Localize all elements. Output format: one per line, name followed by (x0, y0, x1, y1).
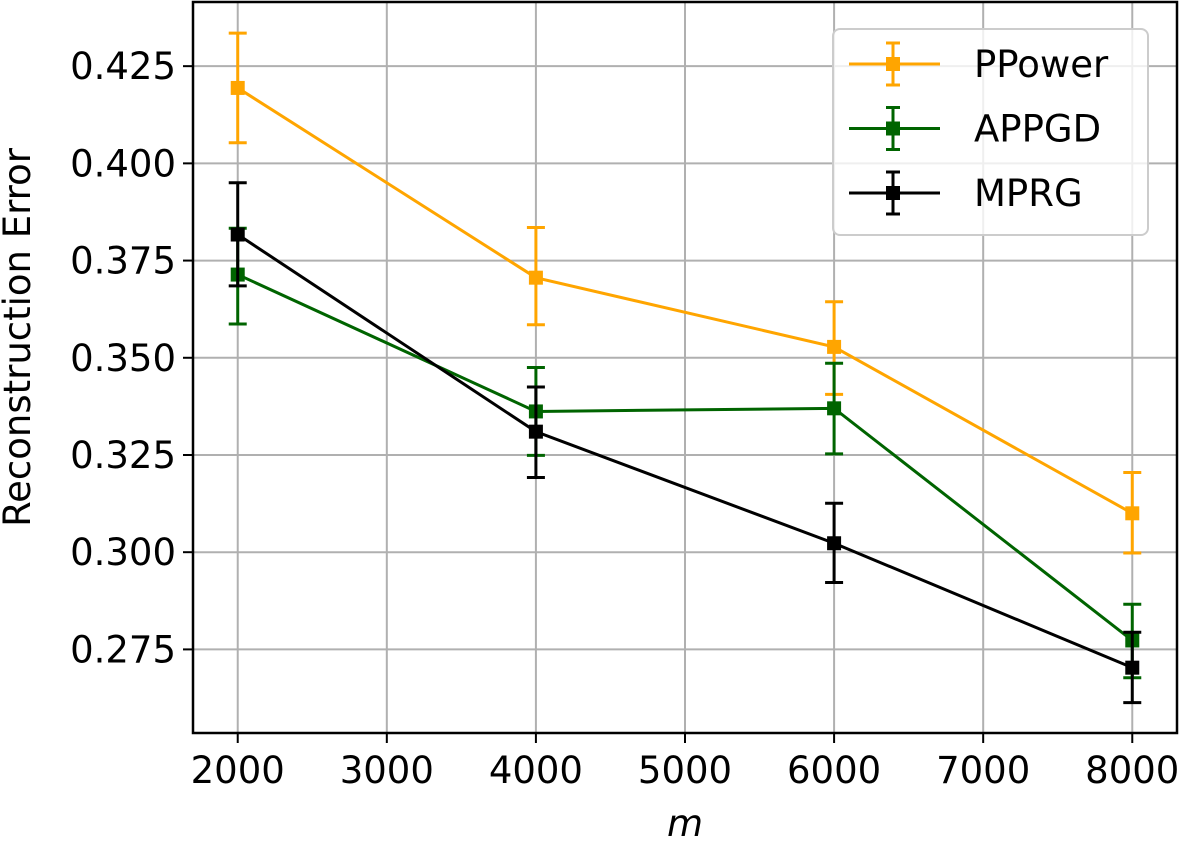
y-tick-label: 0.400 (70, 142, 176, 185)
square-marker (528, 424, 543, 439)
square-marker (827, 536, 842, 551)
legend-marker (886, 121, 900, 136)
legend-marker (886, 186, 900, 200)
legend-item-ppower: PPower (849, 41, 1109, 87)
series-line (237, 273, 1134, 642)
legend-item-appgd: APPGD (849, 106, 1101, 151)
square-marker (1125, 660, 1140, 675)
y-axis-label: Reconstruction Error (0, 147, 39, 527)
square-marker (528, 270, 543, 285)
x-axis-ticks: 2000 3000 4000 5000 6000 7000 8000 (191, 733, 1179, 792)
x-tick-label: 8000 (1085, 749, 1179, 792)
y-tick-label: 0.275 (70, 628, 176, 671)
series-mprg (228, 181, 1142, 705)
square-marker (1125, 506, 1140, 521)
x-tick-label: 4000 (489, 749, 583, 792)
y-tick-label: 0.350 (70, 337, 176, 380)
series-line (236, 233, 1133, 670)
y-axis-ticks: 0.275 0.300 0.325 0.350 0.375 0.400 0.425 (70, 45, 193, 671)
legend: PPower APPGD MPRG (832, 28, 1149, 236)
x-tick-label: 6000 (787, 749, 881, 792)
square-marker (230, 80, 245, 95)
legend-label: MPRG (974, 172, 1083, 215)
x-tick-label: 5000 (638, 749, 732, 792)
legend-marker (886, 57, 900, 71)
legend-box (832, 28, 1149, 236)
x-tick-label: 2000 (191, 749, 285, 792)
legend-label: PPower (974, 43, 1109, 86)
series-ppower (228, 31, 1142, 555)
x-axis-label: m (667, 802, 703, 843)
y-tick-label: 0.375 (70, 240, 176, 283)
square-marker (827, 339, 842, 354)
square-marker (230, 227, 245, 242)
x-tick-label: 7000 (936, 749, 1030, 792)
legend-item-mprg: MPRG (849, 170, 1083, 216)
x-tick-label: 3000 (340, 749, 434, 792)
y-tick-label: 0.325 (70, 434, 176, 477)
y-tick-label: 0.300 (70, 531, 176, 574)
data-series (228, 31, 1142, 705)
square-marker (827, 401, 842, 416)
legend-label: APPGD (974, 108, 1101, 151)
y-tick-label: 0.425 (70, 45, 176, 88)
series-line (236, 86, 1134, 515)
